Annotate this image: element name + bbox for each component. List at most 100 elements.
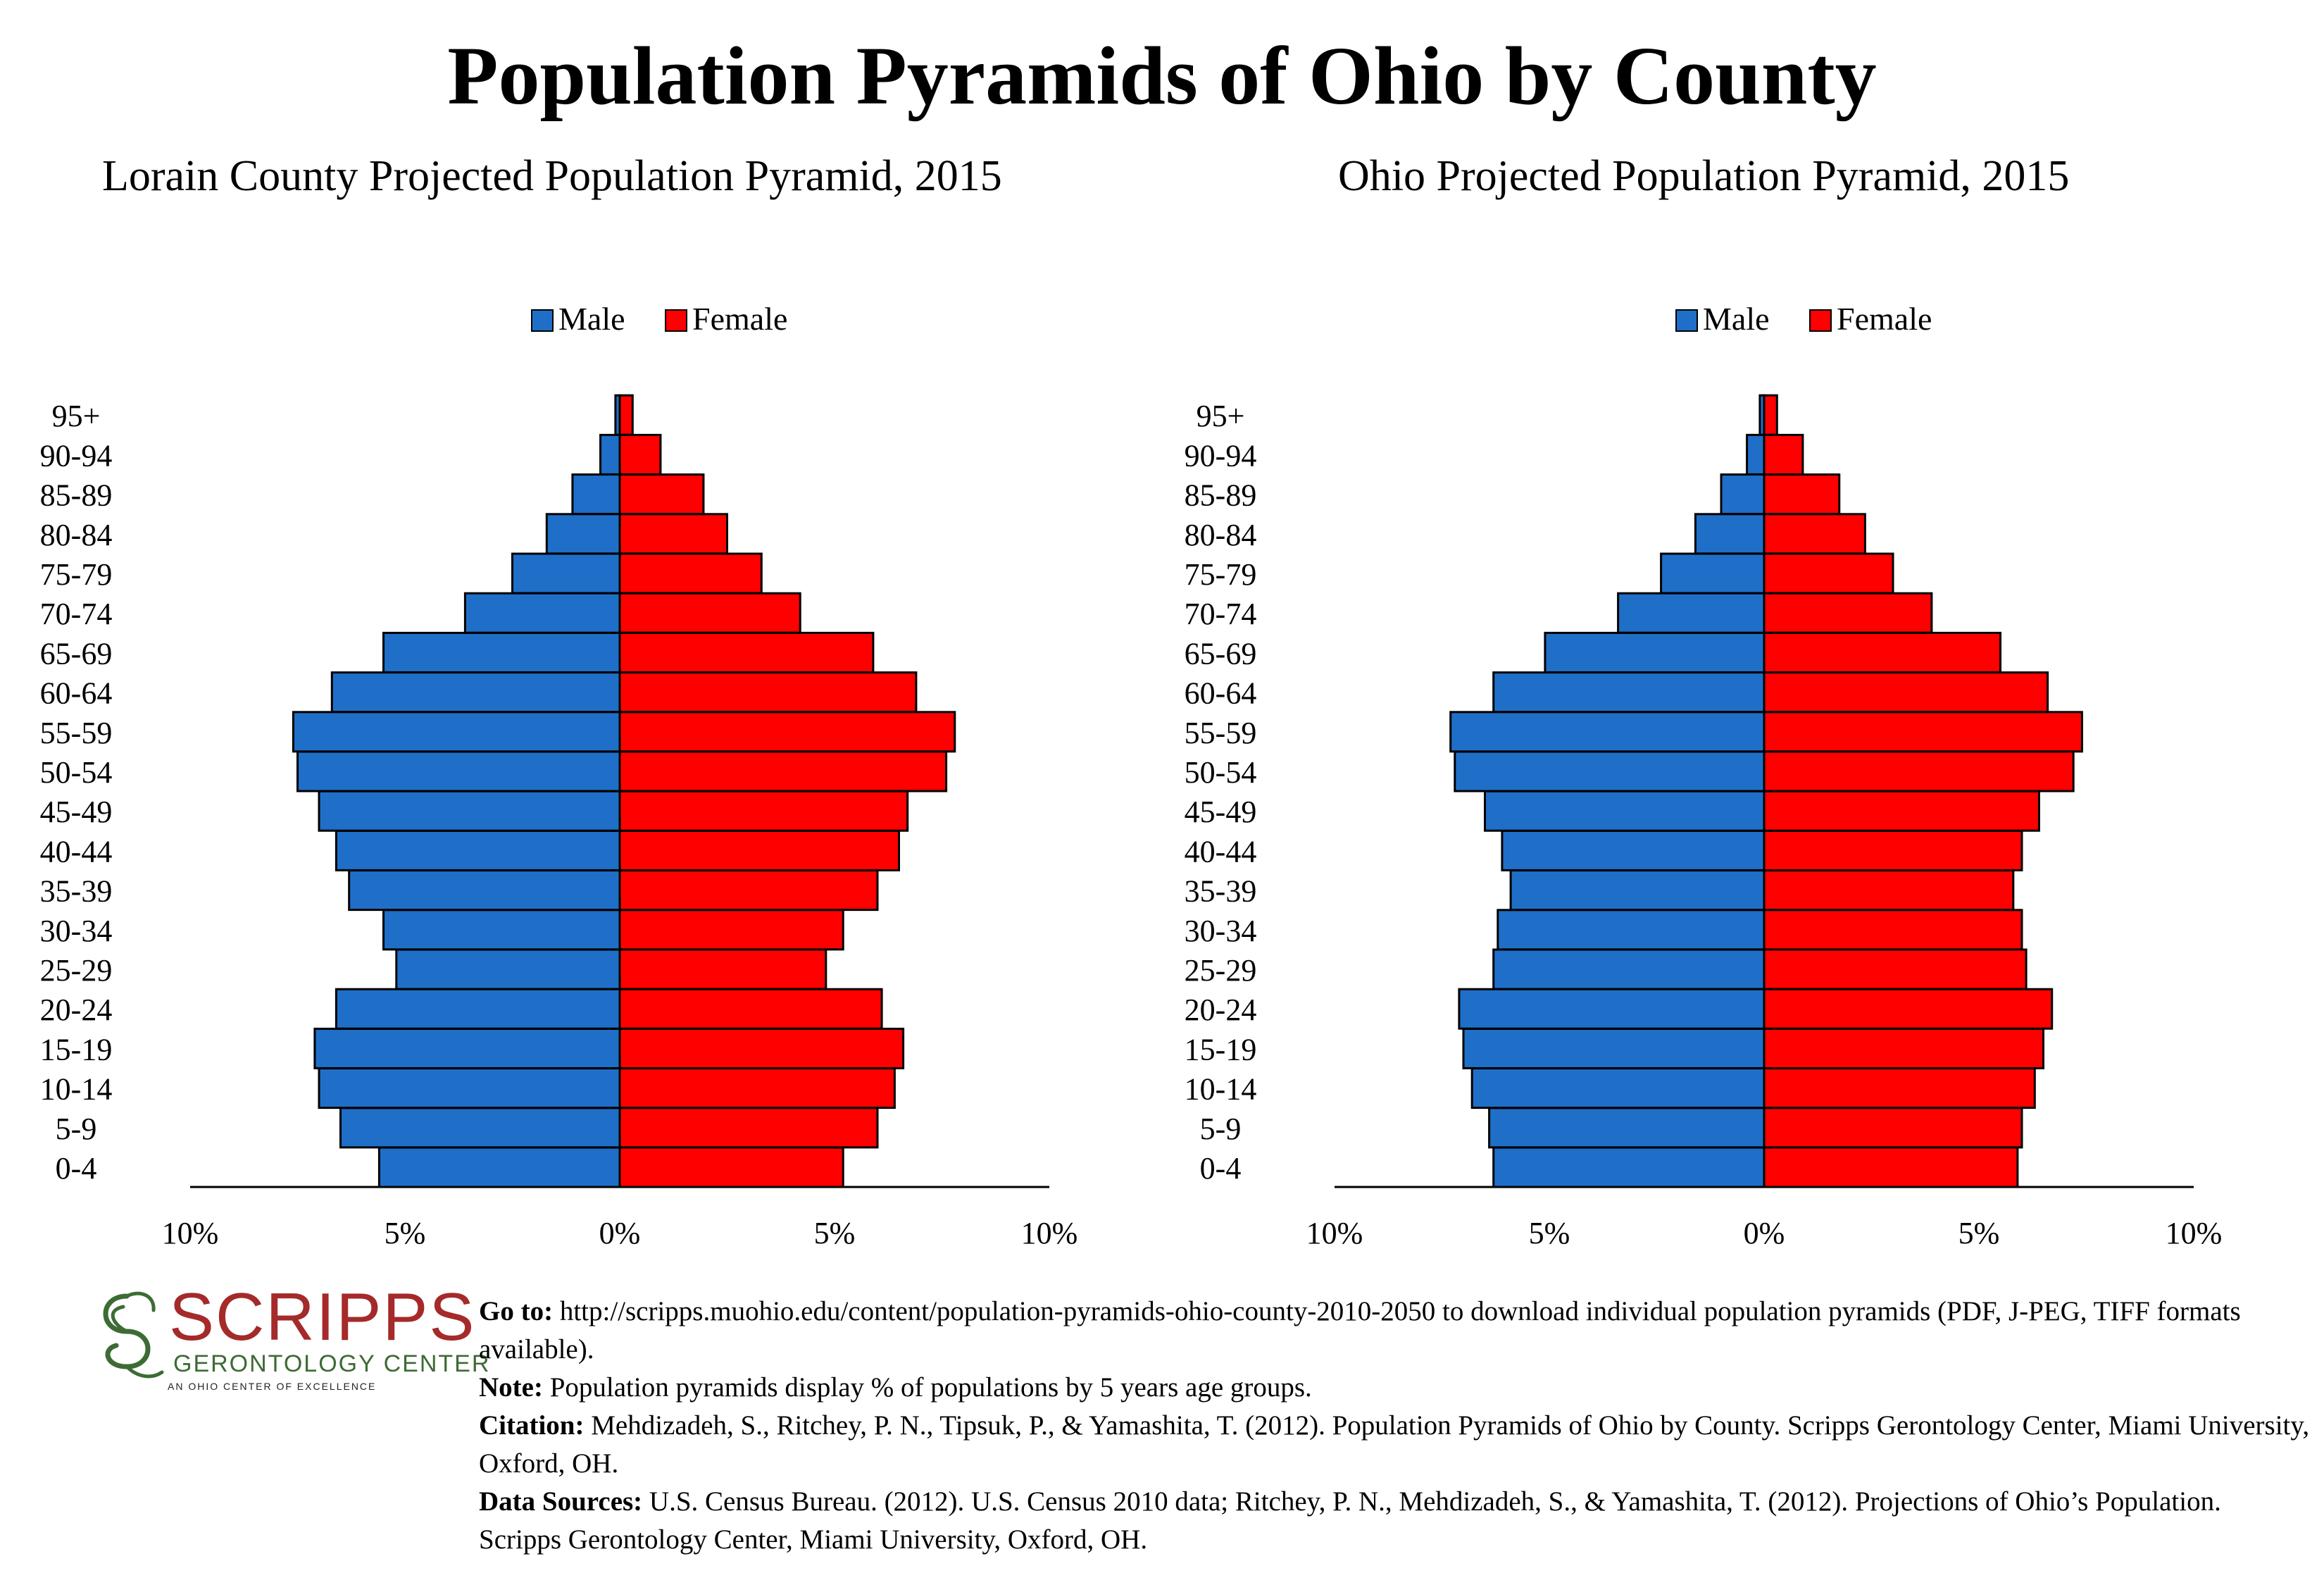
- category-label-5-9: 5-9: [1200, 1112, 1242, 1146]
- bar-male-75-79: [1660, 552, 1766, 595]
- category-label-70-74: 70-74: [40, 597, 113, 631]
- bar-female-5-9: [1763, 1107, 2023, 1149]
- x-tick-label: 10%: [2166, 1216, 2223, 1250]
- footer-note: Note: Population pyramids display % of p…: [479, 1369, 2310, 1407]
- pyramid-chart-ohio: Male Female 0-4 5-9 10-14 15-19 20-24 25-29 30-3…: [1185, 301, 2223, 1250]
- category-label-15-19: 15-19: [1185, 1032, 1257, 1067]
- bar-female-15-19: [618, 1027, 905, 1069]
- legend-swatch-female: [665, 309, 687, 332]
- bar-male-65-69: [382, 631, 621, 673]
- category-label-50-54: 50-54: [40, 755, 113, 790]
- bar-male-90-94: [599, 433, 621, 476]
- bar-female-85-89: [618, 473, 705, 516]
- bar-female-15-19: [1763, 1027, 2044, 1069]
- bar-female-60-64: [618, 671, 918, 714]
- category-label-95+: 95+: [52, 399, 101, 433]
- bar-male-55-59: [292, 711, 621, 753]
- category-label-30-34: 30-34: [1185, 914, 1257, 948]
- bar-female-0-4: [1763, 1146, 2019, 1188]
- bar-male-45-49: [1484, 790, 1766, 832]
- bar-female-40-44: [1763, 829, 2023, 871]
- bar-male-15-19: [1462, 1027, 1766, 1069]
- legend-label-male: Male: [1703, 301, 1770, 337]
- bar-male-65-69: [1544, 631, 1766, 673]
- category-label-5-9: 5-9: [56, 1112, 97, 1146]
- bar-male-40-44: [1501, 829, 1766, 871]
- bar-female-70-74: [618, 592, 801, 634]
- pyramid-chart-lorain: Male Female 0-4 5-9 10-14 15-19 20-24 25-29 30-3…: [40, 301, 1078, 1250]
- x-tick-label: 0%: [1744, 1216, 1785, 1250]
- category-label-70-74: 70-74: [1185, 597, 1257, 631]
- sources-text: U.S. Census Bureau. (2012). U.S. Census …: [479, 1486, 2221, 1555]
- category-label-55-59: 55-59: [1185, 716, 1257, 750]
- bar-female-95+: [1763, 394, 1778, 436]
- category-label-80-84: 80-84: [1185, 518, 1257, 552]
- category-label-0-4: 0-4: [56, 1151, 97, 1186]
- bar-female-20-24: [618, 988, 883, 1030]
- category-label-95+: 95+: [1197, 399, 1245, 433]
- bar-female-65-69: [618, 631, 875, 673]
- category-label-15-19: 15-19: [40, 1032, 113, 1067]
- bar-male-70-74: [463, 592, 621, 634]
- page-title: Population Pyramids of Ohio by County: [447, 30, 1877, 122]
- category-label-45-49: 45-49: [1185, 795, 1257, 829]
- bar-female-75-79: [618, 552, 763, 595]
- legend-label-female: Female: [1837, 301, 1932, 337]
- bar-female-0-4: [618, 1146, 844, 1188]
- category-label-10-14: 10-14: [40, 1072, 113, 1107]
- bar-female-10-14: [618, 1067, 896, 1110]
- logo-tagline: AN OHIO CENTER OF EXCELLENCE: [168, 1381, 377, 1392]
- bar-female-80-84: [1763, 513, 1866, 555]
- category-label-20-24: 20-24: [1185, 993, 1257, 1027]
- bar-male-5-9: [339, 1107, 621, 1149]
- goto-text: http://scripps.muohio.edu/content/popula…: [479, 1296, 2241, 1365]
- bar-male-75-79: [511, 552, 621, 595]
- x-tick-label: 10%: [162, 1216, 219, 1250]
- bar-male-35-39: [348, 869, 621, 912]
- note-label: Note:: [479, 1372, 543, 1403]
- category-label-35-39: 35-39: [1185, 874, 1257, 909]
- x-tick-label: 0%: [599, 1216, 641, 1250]
- footer-citation: Citation: Mehdizadeh, S., Ritchey, P. N.…: [479, 1407, 2310, 1483]
- legend-swatch-male: [1675, 309, 1698, 332]
- bar-male-5-9: [1488, 1107, 1766, 1149]
- bar-male-10-14: [1470, 1067, 1766, 1110]
- bar-male-10-14: [318, 1067, 621, 1110]
- bar-female-35-39: [1763, 869, 2015, 912]
- x-tick-label: 10%: [1306, 1216, 1363, 1250]
- bar-female-65-69: [1763, 631, 2001, 673]
- legend-swatch-male: [531, 309, 554, 332]
- footer-sources: Data Sources: U.S. Census Bureau. (2012)…: [479, 1483, 2310, 1559]
- bar-female-25-29: [1763, 948, 2028, 990]
- bar-male-85-89: [1720, 473, 1766, 516]
- x-tick-label: 5%: [814, 1216, 856, 1250]
- bar-female-85-89: [1763, 473, 1841, 516]
- category-label-85-89: 85-89: [1185, 478, 1257, 513]
- bar-male-45-49: [318, 790, 621, 832]
- logo-subtitle: GERONTOLOGY CENTER: [173, 1350, 491, 1377]
- note-text: Population pyramids display % of populat…: [549, 1372, 1312, 1403]
- bar-male-85-89: [571, 473, 621, 516]
- category-label-90-94: 90-94: [40, 438, 113, 473]
- bar-male-20-24: [1458, 988, 1766, 1030]
- bar-male-20-24: [335, 988, 621, 1030]
- bar-female-20-24: [1763, 988, 2054, 1030]
- goto-label: Go to:: [479, 1296, 554, 1326]
- bar-male-25-29: [395, 948, 621, 990]
- category-label-20-24: 20-24: [40, 993, 113, 1027]
- category-label-65-69: 65-69: [40, 636, 113, 671]
- legend-label-male: Male: [558, 301, 625, 337]
- bar-male-0-4: [1492, 1146, 1766, 1188]
- logo-wordmark: SCRIPPS: [169, 1279, 476, 1355]
- bar-female-45-49: [1763, 790, 2040, 832]
- x-tick-label: 10%: [1021, 1216, 1078, 1250]
- bar-male-30-34: [1497, 909, 1766, 951]
- category-label-40-44: 40-44: [1185, 834, 1257, 869]
- category-label-85-89: 85-89: [40, 478, 113, 513]
- bar-male-90-94: [1746, 433, 1766, 476]
- category-label-10-14: 10-14: [1185, 1072, 1257, 1107]
- bar-female-95+: [618, 394, 634, 436]
- bar-male-55-59: [1449, 711, 1766, 753]
- bar-female-80-84: [618, 513, 728, 555]
- category-label-55-59: 55-59: [40, 716, 113, 750]
